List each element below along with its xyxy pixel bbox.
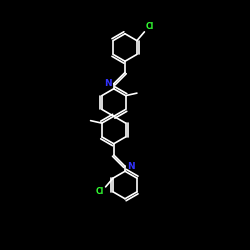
Text: N: N (127, 162, 134, 171)
Text: N: N (104, 79, 112, 88)
Text: Cl: Cl (96, 188, 104, 196)
Text: Cl: Cl (146, 22, 154, 32)
